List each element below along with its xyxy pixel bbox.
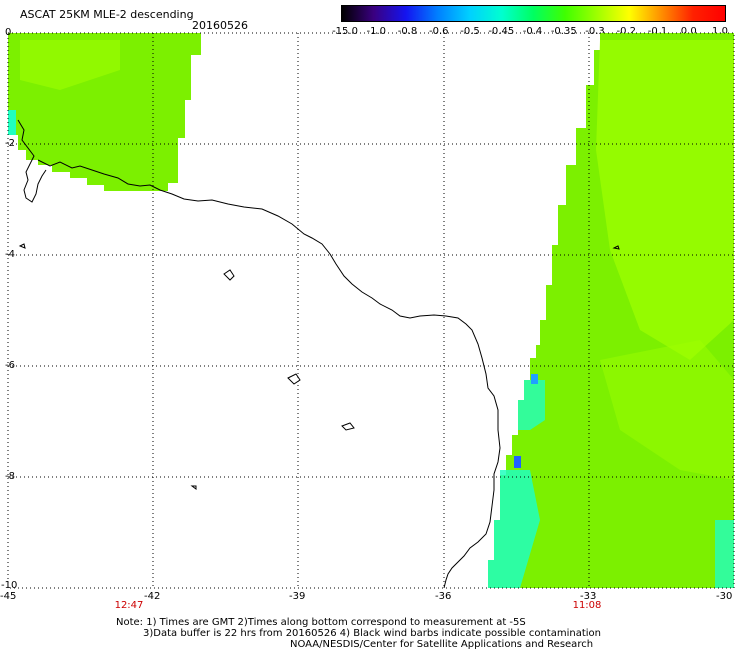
lon-label-36: -36 [435,591,452,602]
product-title: ASCAT 25KM MLE-2 descending [20,8,194,21]
coastline [37,159,501,588]
color-scale-label: -1.0 [366,26,387,37]
island-2 [287,373,301,385]
lat-label-8: -8 [5,471,15,482]
lat-label-6: -6 [5,360,15,371]
lon-label-42: -42 [144,591,161,602]
lon-label-45: -45 [0,591,17,602]
lat-label-10: -10 [1,580,18,591]
product-date: 20160526 [192,19,248,32]
color-scale-bar [341,5,726,22]
lon-label-39: -39 [289,591,306,602]
color-scale-label: -0.2 [616,26,637,37]
color-scale-label: 1.0 [712,26,728,37]
color-scale-label: -0.8 [397,26,418,37]
island-5 [190,485,197,490]
coastline-estuary [17,119,47,203]
pass-time-east: 11:08 [572,600,602,611]
wind-swath-east-cyan [488,470,540,588]
lon-label-30: -30 [716,591,733,602]
island-1 [223,269,235,281]
island-6 [612,245,620,250]
wind-swath-east-light [596,40,734,360]
color-scale-label: -15.0 [332,26,358,37]
graticule [8,33,734,588]
lat-label-2: -2 [5,138,15,149]
wind-cell-blue [514,456,521,468]
wind-swath-west-cyan [8,110,16,135]
island-4 [18,243,26,249]
wind-swath-west-light [20,40,120,90]
color-scale-label: -0.35 [550,26,577,37]
color-scale-label: -0.45 [488,26,515,37]
note-line-3: NOAA/NESDIS/Center for Satellite Applica… [290,639,594,650]
lat-label-0: 0 [5,27,12,38]
color-scale-label: -0.4 [522,26,543,37]
map-frame [7,32,735,589]
note-line-2: 3)Data buffer is 22 hrs from 20160526 4)… [143,628,601,639]
wind-cell-blue-2 [531,374,538,384]
lat-label-4: -4 [5,249,15,260]
color-scale-label: -0.1 [647,26,668,37]
wind-swath-east-light-2 [600,340,734,480]
color-scale-label: 0.0 [680,26,697,37]
color-scale-label: -0.3 [585,26,605,37]
wind-swath-east-cyan-2 [518,380,545,430]
pass-time-west: 12:47 [114,600,144,611]
note-line-1: Note: 1) Times are GMT 2)Times along bot… [116,617,526,628]
island-3 [341,422,355,431]
wind-swath-east-cyan-3 [715,520,734,588]
color-scale-label: -0.6 [428,26,449,37]
lon-label-33: -33 [580,591,597,602]
color-scale-label: -0.5 [460,26,480,37]
